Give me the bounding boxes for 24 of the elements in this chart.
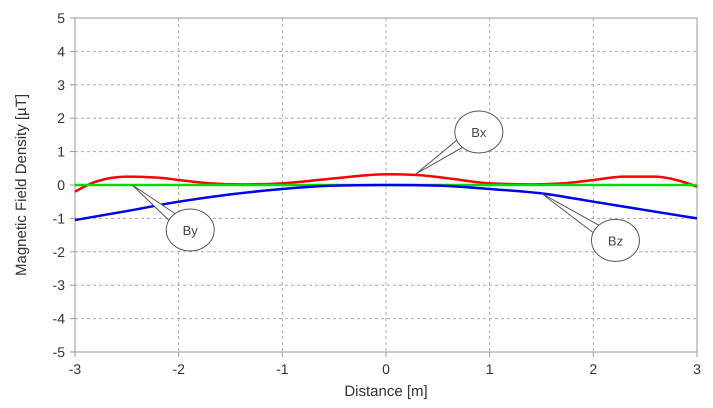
x-tick-label: 2 [589,361,598,377]
line-series [74,184,698,222]
x-tick-label: 0 [382,361,390,377]
y-tick-label: 3 [57,76,66,93]
annotation: Bz [608,233,624,248]
x-tick-label: 3 [693,361,702,377]
y-tick-label: 1 [57,144,66,160]
x-tick-label: -2 [172,361,186,377]
y-tick-label: 4 [57,43,66,60]
x-tick-label: 1 [486,361,494,377]
y-tick-label: -3 [52,277,66,294]
annotation: Bx [471,124,487,140]
x-axis-title: Distance [m] [344,383,428,400]
y-tick-label: -5 [52,344,66,360]
y-tick-label: 0 [57,177,66,193]
annotation: By [182,223,198,238]
y-tick-label: 2 [57,110,66,126]
y-axis-title: Magnetic Field Density [µT] [13,94,30,276]
y-tick-label: 5 [57,10,66,26]
x-tick-label: -3 [68,361,82,377]
y-tick-label: -1 [52,210,66,226]
y-tick-label: -4 [52,310,66,327]
y-tick-label: -2 [52,244,66,260]
x-tick-label: -1 [276,361,289,377]
